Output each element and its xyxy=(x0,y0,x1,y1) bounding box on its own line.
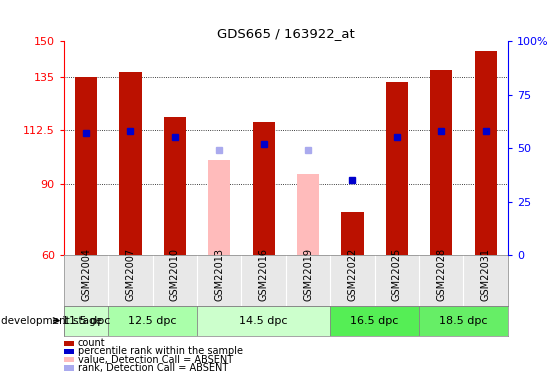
Bar xyxy=(253,122,275,255)
Text: GSM22010: GSM22010 xyxy=(170,248,180,301)
Text: GSM22028: GSM22028 xyxy=(436,248,446,301)
Text: GSM22007: GSM22007 xyxy=(125,248,135,301)
Text: GSM22022: GSM22022 xyxy=(347,248,357,301)
Text: GSM22016: GSM22016 xyxy=(259,248,269,301)
Text: 14.5 dpc: 14.5 dpc xyxy=(239,316,288,326)
Text: GSM22031: GSM22031 xyxy=(481,248,491,301)
Bar xyxy=(330,306,419,336)
Text: percentile rank within the sample: percentile rank within the sample xyxy=(78,346,243,356)
Bar xyxy=(108,306,197,336)
Text: development stage: development stage xyxy=(1,316,102,326)
Bar xyxy=(119,72,142,255)
Bar xyxy=(75,77,97,255)
Bar xyxy=(475,51,497,255)
Text: rank, Detection Call = ABSENT: rank, Detection Call = ABSENT xyxy=(78,363,228,373)
Text: 11.5 dpc: 11.5 dpc xyxy=(62,316,110,326)
Bar xyxy=(208,160,230,255)
Text: GSM22019: GSM22019 xyxy=(303,248,313,301)
Text: count: count xyxy=(78,338,105,348)
Text: GSM22004: GSM22004 xyxy=(81,248,91,301)
Bar xyxy=(386,82,408,255)
Bar xyxy=(419,306,508,336)
Bar xyxy=(197,306,330,336)
Text: GSM22025: GSM22025 xyxy=(392,248,402,301)
Text: GSM22013: GSM22013 xyxy=(214,248,224,301)
Text: 16.5 dpc: 16.5 dpc xyxy=(350,316,399,326)
Bar xyxy=(341,212,364,255)
Text: 12.5 dpc: 12.5 dpc xyxy=(128,316,177,326)
Text: value, Detection Call = ABSENT: value, Detection Call = ABSENT xyxy=(78,355,233,364)
Bar xyxy=(430,70,452,255)
Bar xyxy=(297,174,319,255)
Title: GDS665 / 163922_at: GDS665 / 163922_at xyxy=(217,27,355,40)
Bar xyxy=(64,306,108,336)
Text: 18.5 dpc: 18.5 dpc xyxy=(439,316,488,326)
Bar xyxy=(164,117,186,255)
